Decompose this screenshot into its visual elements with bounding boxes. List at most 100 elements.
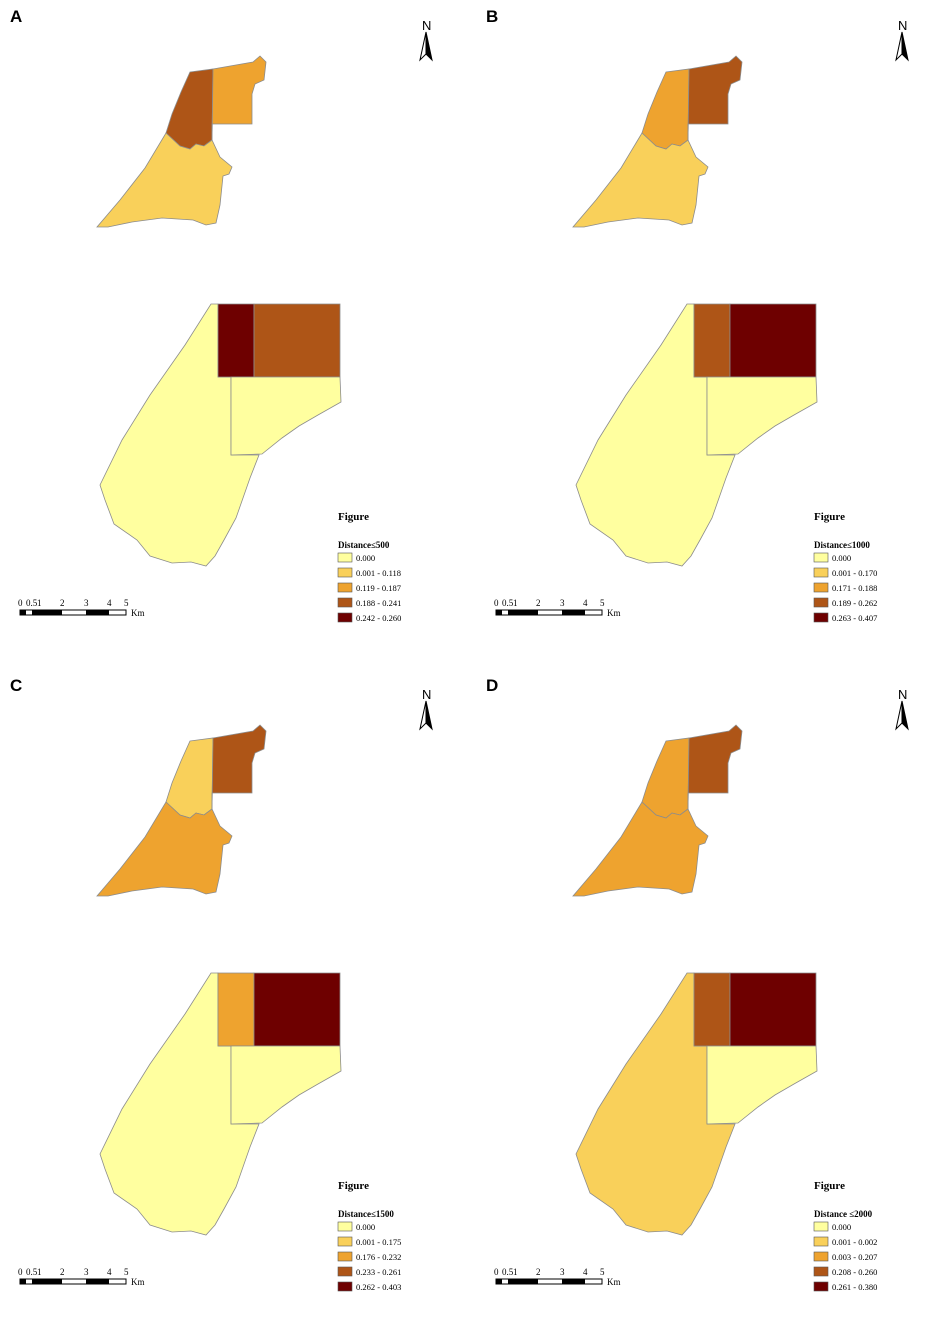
legend-swatch xyxy=(813,597,829,608)
legend-swatch xyxy=(337,567,353,578)
scale-tick-label: 3 xyxy=(84,1267,89,1277)
north-arrow-icon xyxy=(419,700,433,731)
legend-swatch xyxy=(813,567,829,578)
scale-unit: Km xyxy=(607,608,621,618)
north-letter: N xyxy=(422,687,431,702)
district-top-left xyxy=(641,68,690,150)
scale-tick-label: 3 xyxy=(560,598,565,608)
scale-tick-label: 5 xyxy=(600,598,605,608)
scale-tick-label: 4 xyxy=(583,1267,588,1277)
north-letter: N xyxy=(898,687,907,702)
panel-label: B xyxy=(486,7,498,26)
legend-swatch xyxy=(337,582,353,593)
district-top-left xyxy=(165,737,214,819)
district-bot-lower xyxy=(706,376,818,456)
scale-tick-label: 0 xyxy=(18,598,23,608)
legend-swatch xyxy=(337,1221,353,1232)
legend-swatch xyxy=(813,1281,829,1292)
scale-bar: 0 0.5 1 2 3 4 5Km xyxy=(18,1267,145,1287)
panel-label: C xyxy=(10,676,22,695)
scale-tick-label: 3 xyxy=(560,1267,565,1277)
legend-item-label: 0.208 - 0.260 xyxy=(832,1267,877,1277)
legend-item-label: 0.233 - 0.261 xyxy=(356,1267,401,1277)
district-bot-lower xyxy=(706,1045,818,1125)
scale-tick-label: 4 xyxy=(583,598,588,608)
legend-item-label: 0.119 - 0.187 xyxy=(356,583,401,593)
north-arrow-icon xyxy=(895,700,909,731)
map-svg: D N Figure Distance ≤2000 0.000 0.001 - 0.002… xyxy=(486,676,909,1292)
scale-tick-label: 4 xyxy=(107,598,112,608)
legend-swatch xyxy=(813,612,829,623)
legend-item-label: 0.003 - 0.207 xyxy=(832,1252,877,1262)
legend-swatch xyxy=(337,1281,353,1292)
legend-swatch xyxy=(337,1236,353,1247)
map-panel-a: A N Figure Distance≤500 0.000 0.001 - 0.118 0.… xyxy=(0,0,476,669)
scale-tick-label: 0 xyxy=(18,1267,23,1277)
legend-item-label: 0.171 - 0.188 xyxy=(832,583,877,593)
legend-swatch xyxy=(337,1251,353,1262)
district-bot-dark-b xyxy=(729,972,817,1047)
scale-tick-label: 2 xyxy=(60,598,65,608)
legend-swatch xyxy=(813,552,829,563)
district-bot-dark-a xyxy=(693,303,731,378)
legend-swatch xyxy=(337,1266,353,1277)
legend-title: Distance≤1500 xyxy=(338,1209,394,1219)
legend-swatch xyxy=(813,1251,829,1262)
scale-tick-label: 5 xyxy=(124,1267,129,1277)
legend-heading: Figure xyxy=(814,1180,845,1192)
north-arrow-icon xyxy=(419,31,433,62)
legend-item-label: 0.176 - 0.232 xyxy=(356,1252,401,1262)
district-top-left xyxy=(641,737,690,819)
district-bot-dark-a xyxy=(217,303,255,378)
legend-title: Distance≤500 xyxy=(338,540,390,550)
north-arrow-icon xyxy=(895,31,909,62)
legend-item-label: 0.263 - 0.407 xyxy=(832,613,877,623)
legend-item-label: 0.001 - 0.175 xyxy=(356,1237,401,1247)
legend-item-label: 0.189 - 0.262 xyxy=(832,598,877,608)
scale-tick-label: 1 xyxy=(513,598,518,608)
legend-heading: Figure xyxy=(338,511,369,523)
legend-item-label: 0.000 xyxy=(832,1222,851,1232)
scale-tick-label: 2 xyxy=(536,1267,541,1277)
legend-item-label: 0.262 - 0.403 xyxy=(356,1282,401,1292)
legend-swatch xyxy=(813,582,829,593)
legend-swatch xyxy=(813,1266,829,1277)
district-top-right xyxy=(211,55,267,141)
legend-title: Distance ≤2000 xyxy=(814,1209,873,1219)
district-bot-lower xyxy=(230,1045,342,1125)
scale-unit: Km xyxy=(131,1277,145,1287)
north-letter: N xyxy=(422,18,431,33)
scale-tick-label: 2 xyxy=(536,598,541,608)
scale-tick-label: 5 xyxy=(600,1267,605,1277)
legend-item-label: 0.001 - 0.118 xyxy=(356,568,401,578)
legend-heading: Figure xyxy=(814,511,845,523)
legend-item-label: 0.000 xyxy=(356,553,375,563)
scale-tick-label: 0.5 xyxy=(502,598,514,608)
district-top-right xyxy=(211,724,267,810)
district-bot-dark-a xyxy=(693,972,731,1047)
legend-swatch xyxy=(813,1236,829,1247)
district-bot-dark-b xyxy=(729,303,817,378)
scale-tick-label: 4 xyxy=(107,1267,112,1277)
scale-unit: Km xyxy=(607,1277,621,1287)
scale-tick-label: 0.5 xyxy=(502,1267,514,1277)
legend-swatch xyxy=(337,597,353,608)
scale-tick-label: 2 xyxy=(60,1267,65,1277)
district-bot-dark-b xyxy=(253,972,341,1047)
scale-bar: 0 0.5 1 2 3 4 5Km xyxy=(494,598,621,618)
district-top-lower xyxy=(96,801,233,897)
district-bot-dark-b xyxy=(253,303,341,378)
legend-item-label: 0.001 - 0.170 xyxy=(832,568,877,578)
map-svg: A N Figure Distance≤500 0.000 0.001 - 0.118 0.… xyxy=(10,7,433,623)
north-letter: N xyxy=(898,18,907,33)
scale-bar: 0 0.5 1 2 3 4 5Km xyxy=(494,1267,621,1287)
scale-bar: 0 0.5 1 2 3 4 5Km xyxy=(18,598,145,618)
legend-swatch xyxy=(337,552,353,563)
map-panel-d: D N Figure Distance ≤2000 0.000 0.001 - 0.002… xyxy=(476,669,952,1338)
scale-tick-label: 5 xyxy=(124,598,129,608)
scale-tick-label: 0 xyxy=(494,1267,499,1277)
legend-item-label: 0.242 - 0.260 xyxy=(356,613,401,623)
map-panel-c: C N Figure Distance≤1500 0.000 0.001 - 0.175 0… xyxy=(0,669,476,1338)
legend-heading: Figure xyxy=(338,1180,369,1192)
scale-tick-label: 1 xyxy=(37,1267,42,1277)
